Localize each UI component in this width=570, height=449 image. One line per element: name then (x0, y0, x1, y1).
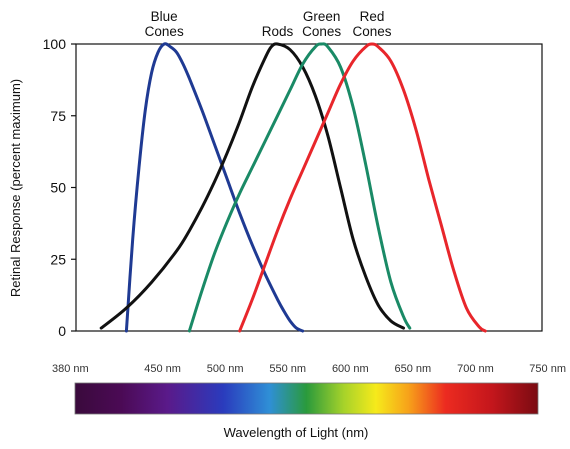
series-label: Red (360, 9, 385, 24)
y-tick-label: 0 (58, 323, 66, 339)
y-tick-label: 50 (50, 180, 66, 196)
y-tick-label: 100 (43, 36, 67, 52)
x-tick-label: 600 nm (332, 363, 369, 375)
plot-frame (75, 43, 543, 332)
x-tick-label: 750 nm (529, 363, 566, 375)
y-axis-title: Retinal Response (percent maximum) (8, 79, 23, 297)
series-lines (99, 42, 487, 333)
y-axis-ticks: 0 25 50 75 100 (43, 36, 76, 339)
series-label: Cones (302, 24, 341, 39)
x-axis-title: Wavelength of Light (nm) (224, 425, 369, 440)
series-line-red-cones (238, 42, 487, 333)
y-tick-label: 75 (50, 108, 66, 124)
series-line-green-cones (187, 42, 412, 333)
x-tick-label: 700 nm (457, 363, 494, 375)
x-axis-ticks: 380 nm 450 nm 500 nm 550 nm 600 nm 650 nm 700 … (52, 363, 566, 375)
series-line-blue-cones (124, 42, 305, 333)
spectrum-bar (74, 382, 539, 415)
series-label: Rods (262, 24, 294, 39)
series-label: Green (303, 9, 341, 24)
x-tick-label: 500 nm (207, 363, 244, 375)
y-tick-label: 25 (50, 251, 66, 267)
x-tick-label: 650 nm (395, 363, 432, 375)
series-label: Cones (352, 24, 391, 39)
series-label: Cones (145, 24, 184, 39)
series-line-rods (99, 42, 405, 330)
x-tick-label: 380 nm (52, 363, 89, 375)
x-tick-label: 550 nm (269, 363, 306, 375)
x-tick-label: 450 nm (144, 363, 181, 375)
series-label: Blue (151, 9, 178, 24)
